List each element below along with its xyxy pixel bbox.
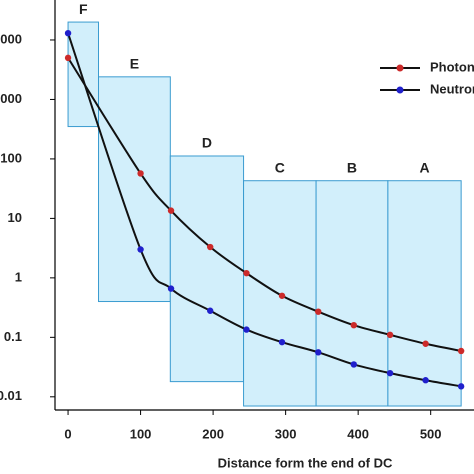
series-line bbox=[67, 57, 462, 352]
region-label: D bbox=[202, 135, 212, 151]
data-point bbox=[243, 326, 250, 333]
y-tick-label: 0.01 bbox=[0, 388, 22, 403]
data-point bbox=[457, 383, 465, 390]
data-point bbox=[350, 321, 358, 329]
y-tick-label: 10 bbox=[8, 210, 22, 225]
data-point bbox=[422, 340, 429, 347]
data-point bbox=[167, 285, 175, 292]
y-tick-label: 1000 bbox=[0, 91, 22, 106]
data-point bbox=[64, 54, 72, 62]
legend-label: Photon bbox=[430, 59, 474, 74]
data-point bbox=[278, 338, 286, 346]
x-tick-label: 500 bbox=[420, 426, 442, 441]
data-point bbox=[207, 243, 214, 251]
x-tick-label: 300 bbox=[275, 426, 297, 441]
data-point bbox=[243, 269, 250, 277]
region-label: C bbox=[275, 159, 285, 175]
region bbox=[387, 180, 462, 407]
x-tick-label: 200 bbox=[202, 426, 224, 441]
data-point bbox=[315, 349, 322, 356]
data-point bbox=[167, 207, 175, 214]
data-point bbox=[422, 377, 429, 384]
data-point bbox=[137, 170, 144, 177]
y-tick-label: 10000 bbox=[0, 31, 22, 46]
region bbox=[98, 76, 171, 303]
y-tick-label: 0.1 bbox=[4, 329, 22, 344]
y-tick-label: 1 bbox=[15, 269, 22, 284]
x-tick-label: 400 bbox=[347, 426, 369, 441]
region-label: B bbox=[347, 159, 357, 175]
data-point bbox=[386, 369, 394, 377]
data-point bbox=[350, 361, 358, 368]
legend-marker bbox=[396, 64, 404, 72]
legend-label: Neutron bbox=[430, 81, 474, 96]
data-point bbox=[457, 347, 465, 355]
data-point bbox=[137, 246, 144, 253]
region bbox=[243, 180, 317, 407]
region-label: A bbox=[419, 159, 429, 175]
region-label: F bbox=[79, 1, 88, 17]
data-point bbox=[386, 331, 394, 339]
legend-marker bbox=[396, 86, 404, 94]
x-tick-label: 100 bbox=[130, 426, 152, 441]
region-label: E bbox=[130, 56, 139, 72]
data-point bbox=[207, 307, 214, 314]
region bbox=[169, 155, 245, 383]
y-tick-label: 100 bbox=[0, 150, 22, 165]
data-point bbox=[64, 29, 72, 37]
x-tick-label: 0 bbox=[64, 426, 71, 441]
data-point bbox=[315, 308, 322, 315]
x-axis-label: Distance form the end of DC bbox=[218, 455, 393, 470]
region bbox=[315, 180, 389, 407]
data-point bbox=[278, 292, 286, 299]
